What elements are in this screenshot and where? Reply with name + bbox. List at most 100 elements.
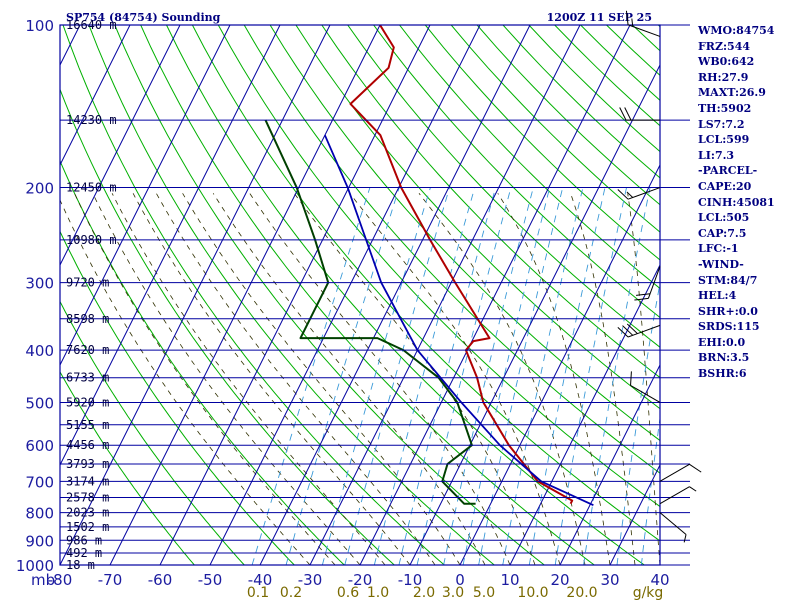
sounding-parameter: FRZ:544 (698, 39, 751, 53)
isotherm (509, 263, 660, 565)
sounding-parameter: WMO:84754 (698, 24, 775, 37)
wind-barb (659, 512, 687, 543)
sounding-parameter: -WIND- (698, 257, 744, 271)
height-label: 4456 m (66, 438, 109, 452)
pressure-tick-label: 100 (25, 17, 54, 35)
isotherm (109, 25, 381, 565)
dry-adiabat (140, 25, 595, 565)
sounding-parameter: CAP:7.5 (698, 226, 747, 240)
mixing-ratio-label: 0.1 (247, 585, 269, 600)
temperature-tick-label: 30 (600, 571, 619, 589)
sounding-parameter: HEL:4 (698, 289, 737, 303)
pressure-tick-label: 700 (25, 473, 54, 491)
pressure-tick-label: 800 (25, 505, 54, 523)
isotherm (409, 63, 660, 565)
height-label: 3793 m (66, 457, 109, 471)
sounding-parameter: LS7:7.2 (698, 117, 745, 131)
sounding-parameter: CINH:45081 (698, 195, 775, 209)
height-label: 9720 m (66, 276, 109, 290)
sounding-parameter: LI:7.3 (698, 148, 735, 162)
mixing-ratio-line (416, 187, 512, 565)
sounding-parameter: SRDS:115 (698, 320, 760, 334)
temperature-tick-label: -50 (198, 571, 223, 589)
pressure-tick-label: 400 (25, 342, 54, 360)
pressure-tick-label: 300 (25, 275, 54, 293)
isotherm (309, 25, 581, 565)
temperature-tick-label: 0 (455, 571, 465, 589)
wind-barb (630, 371, 661, 403)
pressure-tick-label: 600 (25, 437, 54, 455)
mixing-ratio-label: 2.0 (413, 585, 435, 600)
height-label: 1502 m (66, 520, 109, 534)
height-label: 10980 m (66, 233, 117, 247)
height-label: 12450 m (66, 181, 117, 195)
wind-barb (659, 486, 697, 505)
isotherm (60, 25, 331, 565)
height-label: 14230 m (66, 113, 117, 127)
height-label: 492 m (66, 546, 102, 560)
temperature-tick-label: -30 (298, 571, 323, 589)
wind-barb (634, 266, 661, 301)
temperature-tick-label: -40 (248, 571, 273, 589)
height-label: 8598 m (66, 312, 109, 326)
pressure-tick-label: 900 (25, 532, 54, 550)
sounding-parameter: CAPE:20 (698, 179, 752, 193)
height-label: 5920 m (66, 395, 109, 409)
mixing-ratio-label: 5.0 (473, 585, 495, 600)
moist-adiabat (92, 193, 361, 565)
temperature-tick-label: -70 (98, 571, 123, 589)
temperature-tick-label: 40 (650, 571, 669, 589)
wind-barbs (617, 10, 702, 543)
mixing-ratio-label: 1.0 (367, 585, 389, 600)
mixing-ratio-line (528, 187, 606, 565)
observation-time: 1200Z 11 SEP 25 (547, 11, 652, 24)
mixing-ratio-label: 0.2 (280, 585, 302, 600)
plot-frame (59, 24, 690, 566)
height-label: 7620 m (66, 343, 109, 357)
height-label: 986 m (66, 533, 102, 547)
moist-adiabat (212, 193, 486, 565)
mixing-ratio-label: g/kg (633, 585, 664, 600)
moist-adiabat (497, 193, 611, 565)
sounding-parameter: EHI:0.0 (698, 335, 746, 349)
temperature-tick-label: 20 (550, 571, 569, 589)
dry-adiabat (217, 25, 660, 508)
sounding-parameter: -PARCEL- (698, 164, 758, 178)
moist-adiabat (60, 199, 311, 565)
sounding-parameter: LCL:505 (698, 211, 750, 225)
height-label: 2023 m (66, 506, 109, 520)
sounding-parameter: RH:27.9 (698, 70, 749, 84)
isotherm (359, 25, 631, 565)
moist-adiabat (349, 193, 561, 565)
dry-adiabat (88, 25, 495, 565)
chart-title: SP754 (84754) Sounding (66, 11, 221, 24)
sounding-parameter: TH:5902 (698, 101, 752, 115)
height-label: 5155 m (66, 418, 109, 432)
sounding-parameter: LCL:599 (698, 133, 750, 147)
moist-adiabat (418, 193, 586, 565)
sounding-parameters: WMO:84754 FRZ:544 WB0:642 RH:27.9 MAXT:26.9 T… (698, 23, 775, 382)
sounding-parameter: MAXT:26.9 (698, 86, 766, 100)
isotherm (159, 25, 431, 565)
thermo-grid (60, 25, 660, 565)
isotherm (259, 25, 531, 565)
mixing-ratio-line (344, 187, 450, 565)
sounding-parameter: STM:84/7 (698, 273, 758, 287)
isotherm (60, 25, 181, 267)
pressure-unit-label: mb (31, 571, 55, 589)
wind-barb (617, 187, 661, 200)
isotherm (209, 25, 481, 565)
wind-barb (619, 107, 660, 121)
mixing-ratio-line (640, 415, 660, 565)
isotherm (60, 25, 281, 467)
isotherm (609, 463, 660, 565)
height-label: 6733 m (66, 371, 109, 385)
pressure-tick-label: 200 (25, 180, 54, 198)
plot-border (59, 24, 661, 566)
dry-adiabat (60, 159, 345, 565)
moist-adiabat (155, 193, 436, 565)
dewpoint-line (264, 119, 476, 505)
moist-adiabat (627, 193, 660, 565)
mixing-ratio-label: 10.0 (517, 585, 548, 600)
